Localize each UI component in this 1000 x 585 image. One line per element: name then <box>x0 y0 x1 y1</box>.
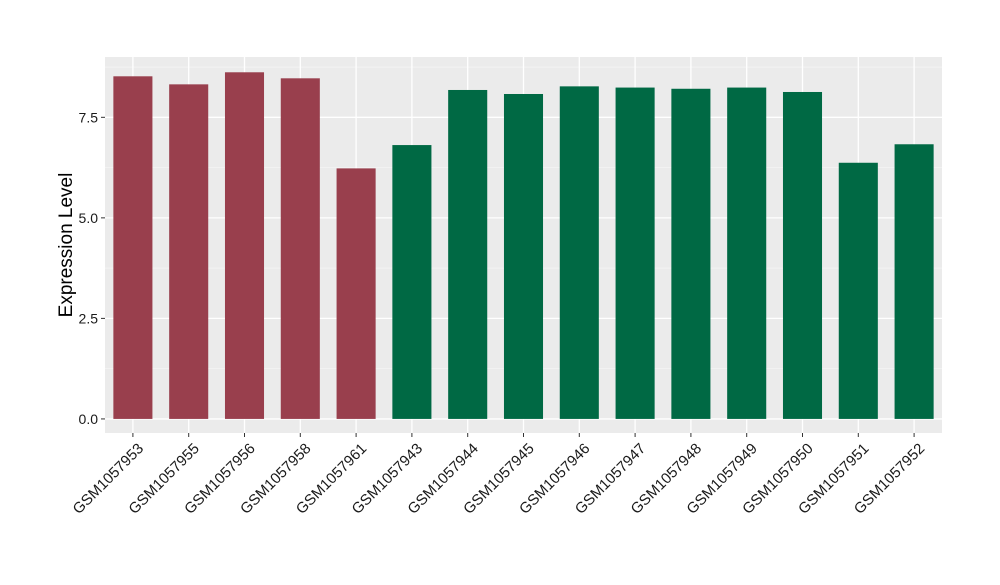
y-tick-label: 0.0 <box>79 411 99 427</box>
bar-GSM1057946 <box>559 86 599 419</box>
bar-GSM1057944 <box>448 89 488 419</box>
bar-GSM1057945 <box>503 93 544 419</box>
bar-GSM1057958 <box>280 78 320 419</box>
bar-GSM1057951 <box>838 162 878 419</box>
y-tick-label: 2.5 <box>79 310 99 326</box>
bar-GSM1057952 <box>894 144 934 419</box>
bar-GSM1057953 <box>113 76 153 419</box>
bar-GSM1057955 <box>169 84 209 419</box>
bar-GSM1057961 <box>336 168 376 419</box>
y-tick-label: 5.0 <box>79 210 99 226</box>
bar-GSM1057943 <box>392 145 432 419</box>
plot-panel: 0.02.55.07.5GSM1057953GSM1057955GSM10579… <box>70 57 942 518</box>
bar-GSM1057950 <box>782 91 823 419</box>
bar-GSM1057948 <box>671 88 711 419</box>
bar-GSM1057956 <box>224 72 265 419</box>
bar-GSM1057949 <box>727 87 767 419</box>
bar-GSM1057947 <box>615 87 655 419</box>
y-tick-label: 7.5 <box>79 109 99 125</box>
y-axis-label: Expression Level <box>56 173 77 318</box>
